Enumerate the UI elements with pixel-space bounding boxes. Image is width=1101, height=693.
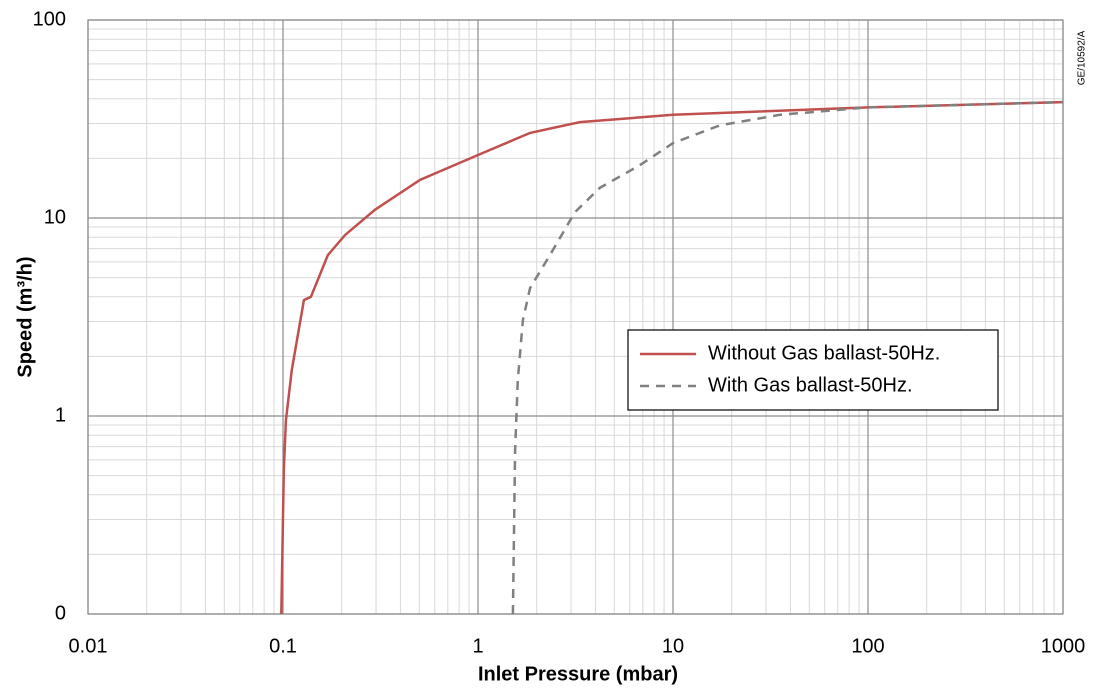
annotation: GE/10592/A (1077, 30, 1088, 85)
x-tick-label: 1000 (1041, 635, 1086, 657)
x-tick-label: 0.1 (269, 635, 297, 657)
y-tick-label: 0 (55, 602, 66, 624)
series-line (280, 100, 1064, 615)
x-tick-label: 1 (472, 635, 483, 657)
y-tick-label: 1 (55, 404, 66, 426)
y-tick-label: 100 (33, 8, 66, 30)
y-axis-label: Speed (m³/h) (14, 256, 36, 377)
legend-label: Without Gas ballast-50Hz. (708, 342, 940, 364)
legend-box (627, 329, 999, 411)
x-axis-label: Inlet Pressure (mbar) (478, 663, 678, 685)
x-tick-label: 10 (662, 635, 684, 657)
x-tick-label: 0.01 (69, 635, 108, 657)
x-tick-label: 100 (851, 635, 884, 657)
grid (87, 19, 1064, 615)
plot-frame (87, 19, 1064, 615)
series-line (511, 100, 1064, 615)
y-tick-label: 10 (44, 206, 66, 228)
legend-label: With Gas ballast-50Hz. (708, 374, 913, 396)
